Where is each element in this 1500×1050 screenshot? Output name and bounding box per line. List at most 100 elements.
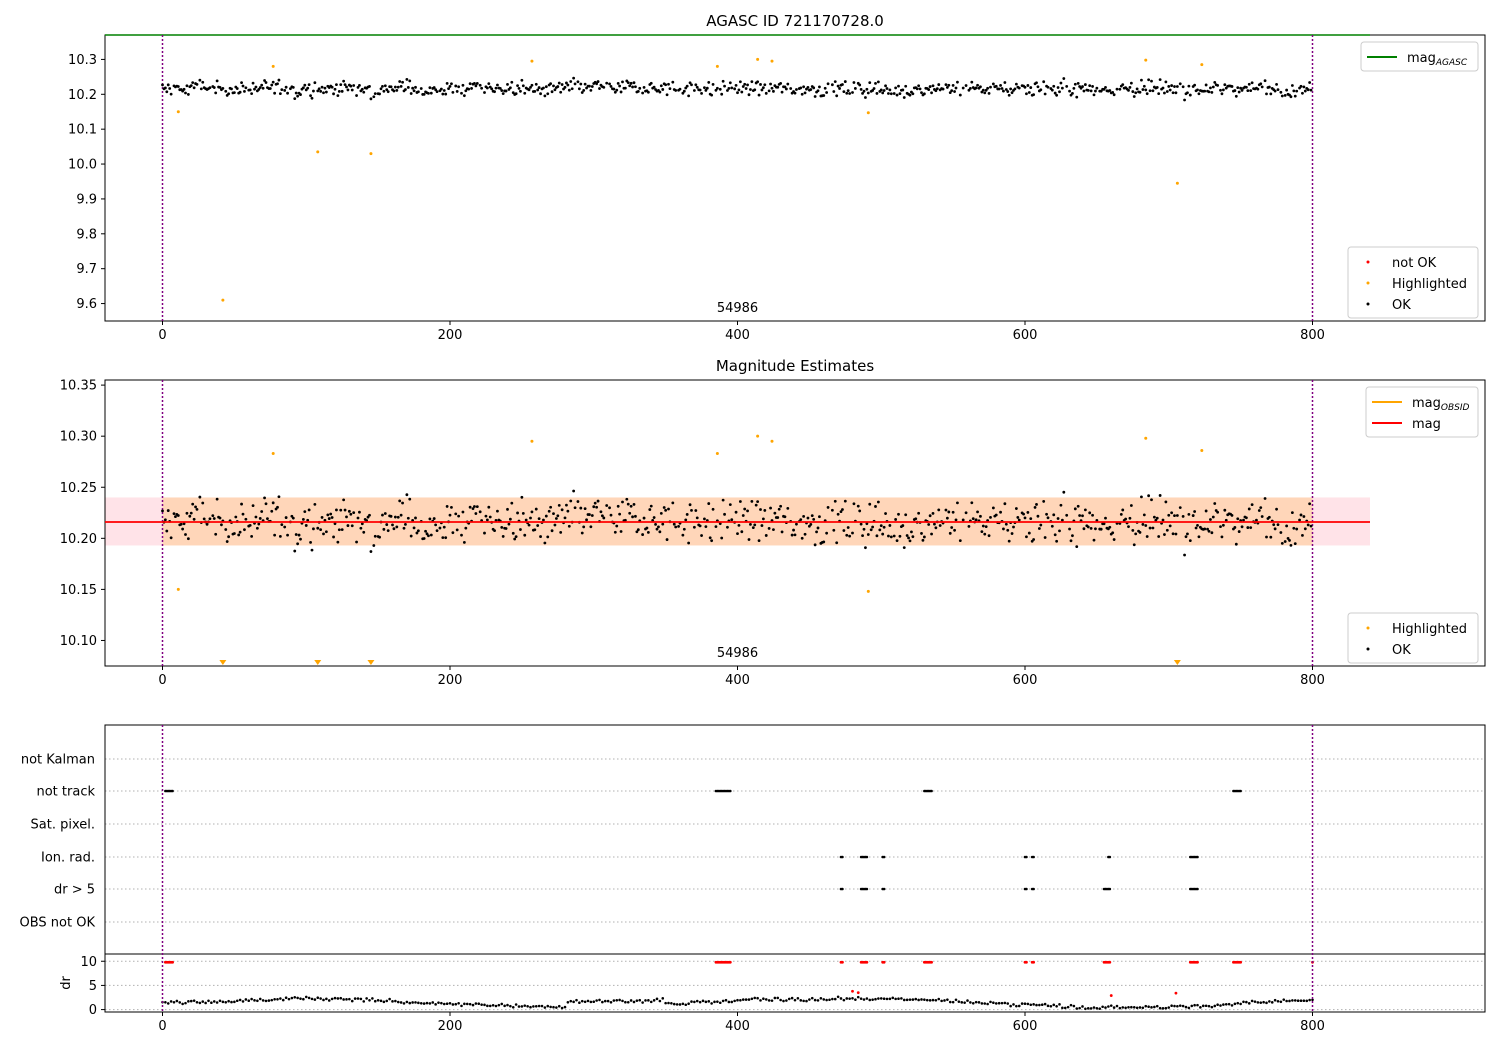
ok-point bbox=[1036, 85, 1040, 89]
dr-point bbox=[710, 1002, 713, 1005]
ok-point bbox=[1138, 531, 1142, 534]
dr-point bbox=[500, 1002, 504, 1006]
ok-point bbox=[654, 522, 657, 526]
dr-point bbox=[302, 997, 305, 1001]
ok-point bbox=[212, 517, 216, 520]
ok-point bbox=[1207, 529, 1211, 533]
ok-point bbox=[892, 534, 896, 538]
dr-point bbox=[491, 1003, 495, 1007]
ok-point bbox=[1121, 508, 1125, 512]
ok-point bbox=[695, 516, 699, 520]
ok-point bbox=[1224, 518, 1228, 522]
ok-point bbox=[921, 538, 925, 542]
ok-point bbox=[386, 90, 390, 94]
ok-point bbox=[485, 86, 489, 90]
dr-point bbox=[419, 1001, 423, 1005]
ok-point bbox=[1089, 526, 1093, 530]
ok-point bbox=[356, 85, 360, 89]
ok-point bbox=[1273, 527, 1277, 531]
ok-point bbox=[1013, 87, 1017, 91]
ok-point bbox=[1094, 89, 1097, 93]
ok-point bbox=[1088, 84, 1092, 87]
dr-point bbox=[1299, 999, 1303, 1003]
ok-point bbox=[182, 522, 186, 526]
ok-point bbox=[881, 532, 885, 536]
ok-point bbox=[319, 89, 323, 93]
ok-point bbox=[800, 536, 804, 540]
dr-point bbox=[517, 1005, 521, 1008]
ok-point bbox=[674, 89, 678, 92]
dr-point bbox=[1181, 1004, 1185, 1008]
ok-point bbox=[304, 524, 308, 527]
ok-point bbox=[634, 514, 637, 518]
ok-point bbox=[576, 80, 580, 84]
dr-point bbox=[373, 999, 377, 1003]
dr-point bbox=[805, 999, 808, 1003]
ok-point bbox=[238, 530, 242, 534]
agasc-x-tick-label: 600 bbox=[1013, 328, 1038, 343]
ok-point bbox=[382, 527, 386, 531]
ok-point bbox=[415, 531, 419, 535]
ok-point bbox=[1184, 535, 1188, 539]
ok-point bbox=[161, 509, 164, 513]
ok-point bbox=[1150, 79, 1153, 83]
ok-point bbox=[841, 508, 844, 511]
dr-point bbox=[1081, 1005, 1084, 1008]
ok-point bbox=[954, 86, 958, 90]
ok-point bbox=[1256, 87, 1260, 91]
ok-point bbox=[1112, 538, 1116, 541]
ok-point bbox=[1209, 518, 1212, 521]
dr-point bbox=[1199, 1006, 1202, 1009]
ok-point bbox=[330, 516, 334, 519]
dr-point bbox=[644, 999, 647, 1002]
dr-capped-point bbox=[1032, 960, 1036, 964]
dr-point bbox=[1150, 1006, 1153, 1009]
ok-point bbox=[250, 534, 254, 538]
ok-point bbox=[1306, 88, 1310, 92]
dr-point bbox=[488, 1004, 492, 1008]
ok-point bbox=[1037, 527, 1041, 530]
dr-point bbox=[782, 999, 785, 1003]
dr-point bbox=[463, 1002, 466, 1006]
ok-point bbox=[628, 511, 632, 515]
dr-point bbox=[1052, 1003, 1056, 1007]
ok-point bbox=[843, 499, 847, 503]
ok-point bbox=[1167, 85, 1171, 88]
ok-point bbox=[517, 87, 521, 90]
ok-point bbox=[1135, 87, 1139, 91]
ok-point bbox=[688, 503, 692, 507]
highlighted-point bbox=[770, 439, 774, 443]
ok-point bbox=[832, 528, 836, 532]
ok-point bbox=[1086, 525, 1090, 529]
ok-point bbox=[1151, 89, 1155, 93]
ok-point bbox=[487, 82, 491, 86]
ok-point bbox=[312, 527, 315, 531]
ok-point bbox=[356, 516, 360, 520]
ok-point bbox=[638, 86, 642, 90]
ok-point bbox=[979, 85, 982, 89]
dr-point bbox=[1043, 1002, 1047, 1006]
flag-point bbox=[1108, 887, 1112, 891]
highlighted-point bbox=[715, 452, 719, 456]
ok-point bbox=[296, 542, 300, 546]
ok-point bbox=[570, 87, 574, 91]
ok-point bbox=[569, 499, 573, 503]
ok-point bbox=[270, 509, 274, 513]
dr-point bbox=[184, 1001, 187, 1005]
ok-point bbox=[935, 87, 939, 91]
dr-point bbox=[825, 998, 828, 1002]
ok-point bbox=[1131, 90, 1135, 93]
ok-point bbox=[875, 534, 879, 538]
ok-point bbox=[475, 82, 479, 85]
ok-point bbox=[402, 526, 406, 530]
ok-point bbox=[1216, 83, 1220, 87]
ok-point bbox=[383, 512, 387, 515]
dr-point bbox=[753, 996, 757, 1000]
ok-point bbox=[520, 78, 524, 82]
ok-point bbox=[723, 512, 726, 516]
obsid-annotation: 54986 bbox=[717, 301, 758, 316]
dr-point bbox=[879, 997, 883, 1000]
dr-point bbox=[1040, 1003, 1044, 1007]
ok-point bbox=[1112, 93, 1116, 97]
highlighted-point bbox=[271, 452, 275, 456]
